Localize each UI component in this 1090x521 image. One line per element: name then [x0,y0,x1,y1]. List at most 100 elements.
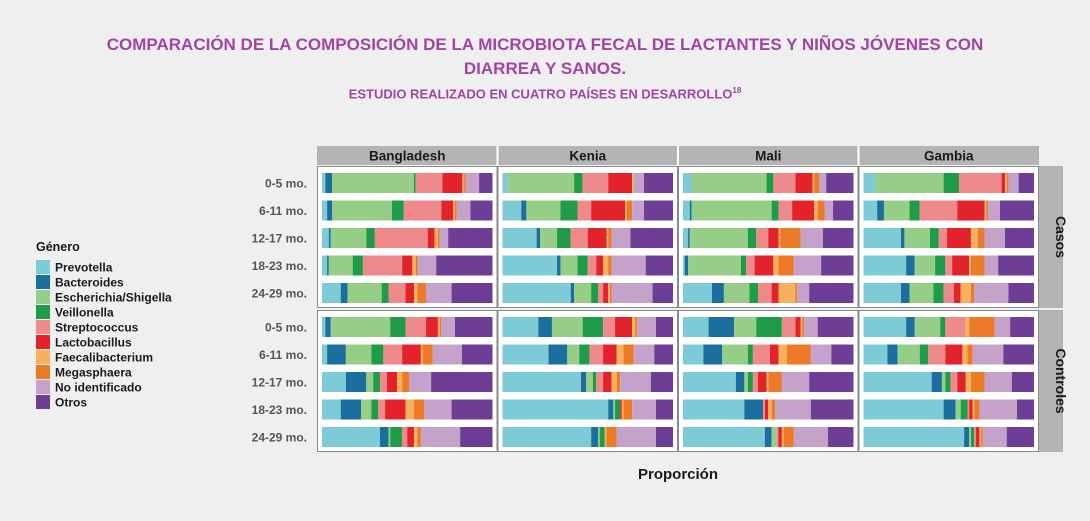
legend-label-faecalibacterium: Faecalibacterium [55,351,153,365]
bar-segment-casos-mali-6-11-mo-faecalibacterium [814,200,818,221]
bar-segment-casos-bangladesh-24-29-mo-streptococcus [388,283,406,303]
panel-header-kenia: Kenia [569,149,606,164]
bar-segment-controles-mali-18-23-mo-prevotella [683,399,745,420]
bar-segment-casos-kenia-6-11-mo-otros [644,200,673,221]
bar-segment-casos-mali-12-17-mo-veillonella [747,228,757,248]
bar-segment-casos-gambia-0-5-mo-prevotella [863,173,876,193]
bar-segment-controles-bangladesh-0-5-mo-veillonella [390,317,406,337]
bar-segment-casos-mali-12-17-mo-no-identificado [800,228,823,248]
row-label-casos-24-29-mo: 24-29 mo. [252,287,307,301]
bar-segment-controles-mali-18-23-mo-otros [810,399,854,420]
bar-segment-casos-mali-12-17-mo-escherichia-shigella [689,228,748,248]
bar-segment-casos-kenia-24-29-mo-escherichia-shigella [574,283,592,303]
bar-segment-controles-kenia-0-5-mo-streptococcus [603,317,616,337]
legend-swatch-escherichia-shigella [36,290,50,304]
bar-segment-controles-kenia-24-29-mo-faecalibacterium [604,427,607,447]
bar-segment-controles-gambia-24-29-mo-prevotella [863,427,965,447]
bar-segment-controles-bangladesh-18-23-mo-bacteroides [340,399,362,420]
bar-segment-casos-gambia-12-17-mo-otros [1005,228,1034,248]
bar-segment-controles-kenia-18-23-mo-faecalibacterium [621,399,624,420]
bar-segment-casos-mali-24-29-mo-bacteroides [711,283,724,303]
bar-segment-controles-kenia-6-11-mo-otros [654,344,673,365]
bar-segment-controles-gambia-6-11-mo-bacteroides [887,344,898,365]
bar-segment-casos-mali-18-23-mo-megasphaera [778,255,794,276]
bar-segment-casos-gambia-24-29-mo-streptococcus [943,283,954,303]
row-label-controles-24-29-mo: 24-29 mo. [252,431,307,445]
bar-segment-casos-kenia-0-5-mo-veillonella [574,173,583,193]
bar-segment-controles-gambia-18-23-mo-otros [1016,399,1034,420]
bar-segment-casos-kenia-6-11-mo-veillonella [560,200,578,221]
bar-segment-casos-gambia-6-11-mo-escherichia-shigella [883,200,910,221]
bar-segment-casos-bangladesh-24-29-mo-bacteroides [340,283,348,303]
row-label-controles-0-5-mo: 0-5 mo. [265,321,307,335]
bar-segment-casos-mali-6-11-mo-prevotella [683,200,690,221]
bar-segment-casos-mali-12-17-mo-bacteroides [688,228,690,248]
bar-segment-casos-kenia-6-11-mo-no-identificado [632,200,645,221]
bar-segment-controles-gambia-6-11-mo-no-identificado [972,344,1004,365]
bar-segment-controles-mali-0-5-mo-lactobacillus [795,317,801,337]
bar-segment-casos-kenia-6-11-mo-lactobacillus [591,200,626,221]
bar-segment-controles-bangladesh-12-17-mo-otros [431,372,493,392]
bar-segment-casos-mali-6-11-mo-bacteroides [689,200,692,221]
row-label-controles-18-23-mo: 18-23 mo. [252,403,307,417]
panel-header-mali: Mali [755,149,781,164]
bar-segment-controles-bangladesh-18-23-mo-faecalibacterium [405,399,415,420]
legend-swatch-faecalibacterium [36,350,50,364]
bar-segment-casos-gambia-12-17-mo-bacteroides [901,228,905,248]
bar-segment-controles-kenia-0-5-mo-veillonella [582,317,604,337]
bar-segment-controles-mali-24-29-mo-faecalibacterium [781,427,784,447]
bar-segment-controles-gambia-0-5-mo-prevotella [863,317,907,337]
panel-header-bangladesh: Bangladesh [369,149,446,164]
bar-segment-casos-gambia-24-29-mo-megasphaera [970,283,975,303]
bar-segment-controles-gambia-24-29-mo-otros [1006,427,1034,447]
bar-segment-casos-kenia-12-17-mo-streptococcus [570,228,588,248]
bar-segment-controles-mali-6-11-mo-otros [831,344,854,365]
bar-segment-controles-mali-24-29-mo-prevotella [683,427,765,447]
bar-segment-controles-gambia-18-23-mo-lactobacillus [969,399,973,420]
bar-segment-controles-kenia-12-17-mo-megasphaera [616,372,621,392]
bar-segment-controles-bangladesh-0-5-mo-no-identificado [441,317,455,337]
legend-swatch-lactobacillus [36,335,50,349]
bar-segment-controles-kenia-0-5-mo-lactobacillus [615,317,633,337]
bar-segment-controles-mali-12-17-mo-faecalibacterium [766,372,769,392]
legend-label-veillonella: Veillonella [55,306,114,320]
bar-segment-controles-gambia-0-5-mo-megasphaera [969,317,995,337]
bar-segment-controles-bangladesh-24-29-mo-faecalibacterium [414,427,418,447]
legend-swatch-bacteroides [36,275,50,289]
bar-segment-controles-kenia-24-29-mo-prevotella [502,427,592,447]
bar-segment-casos-gambia-24-29-mo-otros [1008,283,1034,303]
bar-segment-controles-kenia-24-29-mo-escherichia-shigella [597,427,600,447]
bar-segment-controles-mali-12-17-mo-streptococcus [752,372,759,392]
bar-segment-controles-mali-6-11-mo-veillonella [747,344,753,365]
bar-segment-casos-gambia-24-29-mo-prevotella [863,283,902,303]
bar-segment-controles-bangladesh-6-11-mo-lactobacillus [402,344,421,365]
bar-segment-controles-mali-6-11-mo-bacteroides [703,344,723,365]
bar-segment-controles-mali-0-5-mo-megasphaera [802,317,805,337]
bar-segment-controles-gambia-12-17-mo-escherichia-shigella [941,372,946,392]
bar-segment-casos-gambia-0-5-mo-escherichia-shigella [875,173,944,193]
bar-segment-casos-kenia-18-23-mo-no-identificado [611,255,646,276]
bar-segment-casos-gambia-24-29-mo-veillonella [933,283,944,303]
bar-segment-casos-kenia-18-23-mo-prevotella [502,255,558,276]
bar-segment-controles-gambia-18-23-mo-veillonella [960,399,968,420]
bar-segment-controles-kenia-6-11-mo-escherichia-shigella [567,344,580,365]
bar-segment-controles-gambia-12-17-mo-bacteroides [931,372,942,392]
bar-segment-casos-mali-0-5-mo-otros [826,173,854,193]
bar-segment-controles-gambia-12-17-mo-prevotella [863,372,932,392]
panel-header-gambia: Gambia [924,149,974,164]
bar-segment-controles-mali-6-11-mo-streptococcus [752,344,770,365]
bar-segment-casos-bangladesh-18-23-mo-lactobacillus [402,255,413,276]
bar-segment-casos-gambia-0-5-mo-veillonella [943,173,959,193]
row-label-casos-0-5-mo: 0-5 mo. [265,177,307,191]
bar-segment-casos-bangladesh-24-29-mo-otros [451,283,493,303]
bar-segment-controles-mali-6-11-mo-escherichia-shigella [722,344,748,365]
bar-segment-controles-mali-24-29-mo-streptococcus [776,427,779,447]
bar-segment-casos-gambia-18-23-mo-prevotella [863,255,907,276]
bar-segment-controles-mali-0-5-mo-prevotella [683,317,709,337]
bar-segment-controles-bangladesh-24-29-mo-no-identificado [420,427,461,447]
bar-segment-casos-bangladesh-0-5-mo-faecalibacterium [462,173,465,193]
bar-segment-casos-bangladesh-0-5-mo-escherichia-shigella [332,173,414,193]
bar-segment-casos-mali-12-17-mo-streptococcus [756,228,769,248]
chart-title-line1: COMPARACIÓN DE LA COMPOSICIÓN DE LA MICR… [106,35,984,54]
bar-segment-controles-bangladesh-6-11-mo-veillonella [371,344,384,365]
